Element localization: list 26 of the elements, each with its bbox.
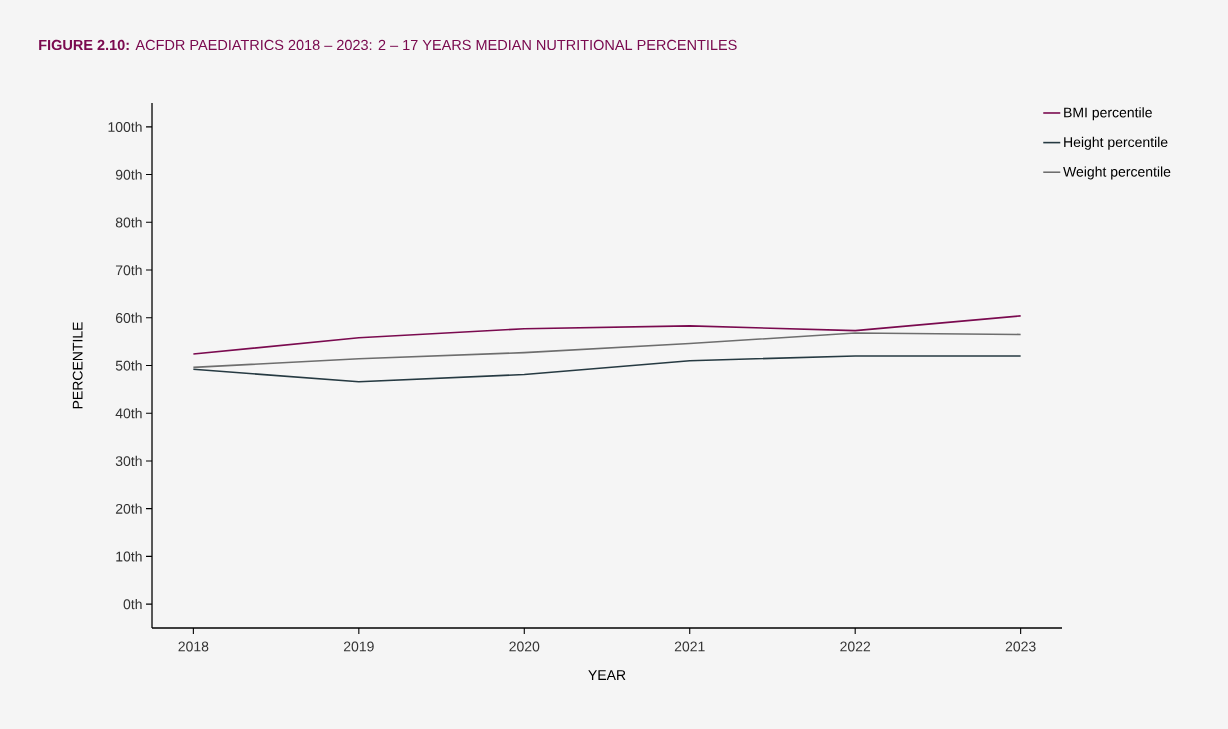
y-tick-label: 70th <box>115 264 142 276</box>
chart-title: FIGURE 2.10: ACFDR PAEDIATRICS 2018 – 2023: 2 – 17 YEARS MEDIAN NUTRITIONAL PERCENTILES <box>39 39 737 51</box>
y-axis-title: PERCENTILE <box>72 322 83 409</box>
line-series <box>192 332 1022 369</box>
y-tick-label: 90th <box>115 169 142 180</box>
x-tick-label: 2018 <box>178 641 209 652</box>
y-tick-label: 10th <box>116 551 142 562</box>
x-tick-label: 2021 <box>674 641 705 652</box>
line-series <box>192 355 1022 383</box>
x-tick-label: 2019 <box>343 641 374 652</box>
y-tick-label: 60th <box>115 312 142 323</box>
line-series <box>192 315 1022 355</box>
y-tick-label: 100th <box>108 121 142 132</box>
y-tick-label: 20th <box>115 503 142 514</box>
x-tick-label: 2020 <box>509 641 540 652</box>
x-axis-title: YEAR <box>588 670 626 680</box>
y-tick-label: 0th <box>123 598 142 610</box>
y-tick-label: 40th <box>115 408 142 419</box>
x-tick-label: 2022 <box>840 641 871 652</box>
y-tick-label: 30th <box>115 455 142 467</box>
legend-label: Height percentile <box>1064 136 1168 150</box>
legend-label: BMI percentile <box>1064 107 1152 121</box>
y-tick-label: 80th <box>115 217 142 228</box>
y-tick-label: 50th <box>115 360 142 371</box>
x-tick-label: 2023 <box>1005 641 1036 652</box>
legend-label: Weight percentile <box>1063 166 1171 180</box>
